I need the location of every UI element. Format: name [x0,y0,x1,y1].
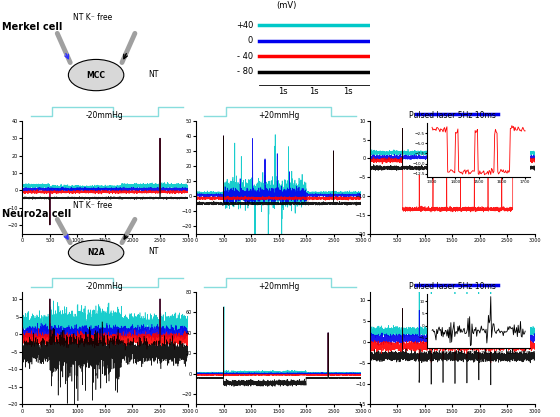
Text: Neuro2a cell: Neuro2a cell [2,209,71,219]
Title: -20mmHg: -20mmHg [86,282,124,291]
Text: MCC: MCC [87,70,106,80]
Text: NT: NT [148,70,158,79]
Title: +20mmHg: +20mmHg [258,111,299,120]
Text: 1s: 1s [309,87,319,96]
Text: NT K⁻ free: NT K⁻ free [73,13,112,22]
Text: 1s: 1s [343,87,352,96]
Title: -20mmHg: -20mmHg [86,111,124,120]
Text: (mV): (mV) [276,1,297,10]
Text: NT K⁻ free: NT K⁻ free [73,201,112,211]
Text: Merkel cell: Merkel cell [2,22,62,32]
Text: 1s: 1s [278,87,287,96]
Text: N2A: N2A [87,248,105,257]
Text: - 40: - 40 [237,52,253,61]
Text: +40: +40 [236,20,253,30]
Title: Pulsed laser 5Hz 10ms: Pulsed laser 5Hz 10ms [409,111,496,120]
Title: +20mmHg: +20mmHg [258,282,299,291]
Text: 0: 0 [248,36,253,45]
Title: Pulsed laser 5Hz 10ms: Pulsed laser 5Hz 10ms [409,282,496,291]
Text: NT: NT [148,247,158,256]
Text: - 80: - 80 [237,68,253,76]
Circle shape [68,240,124,265]
Circle shape [68,60,124,91]
